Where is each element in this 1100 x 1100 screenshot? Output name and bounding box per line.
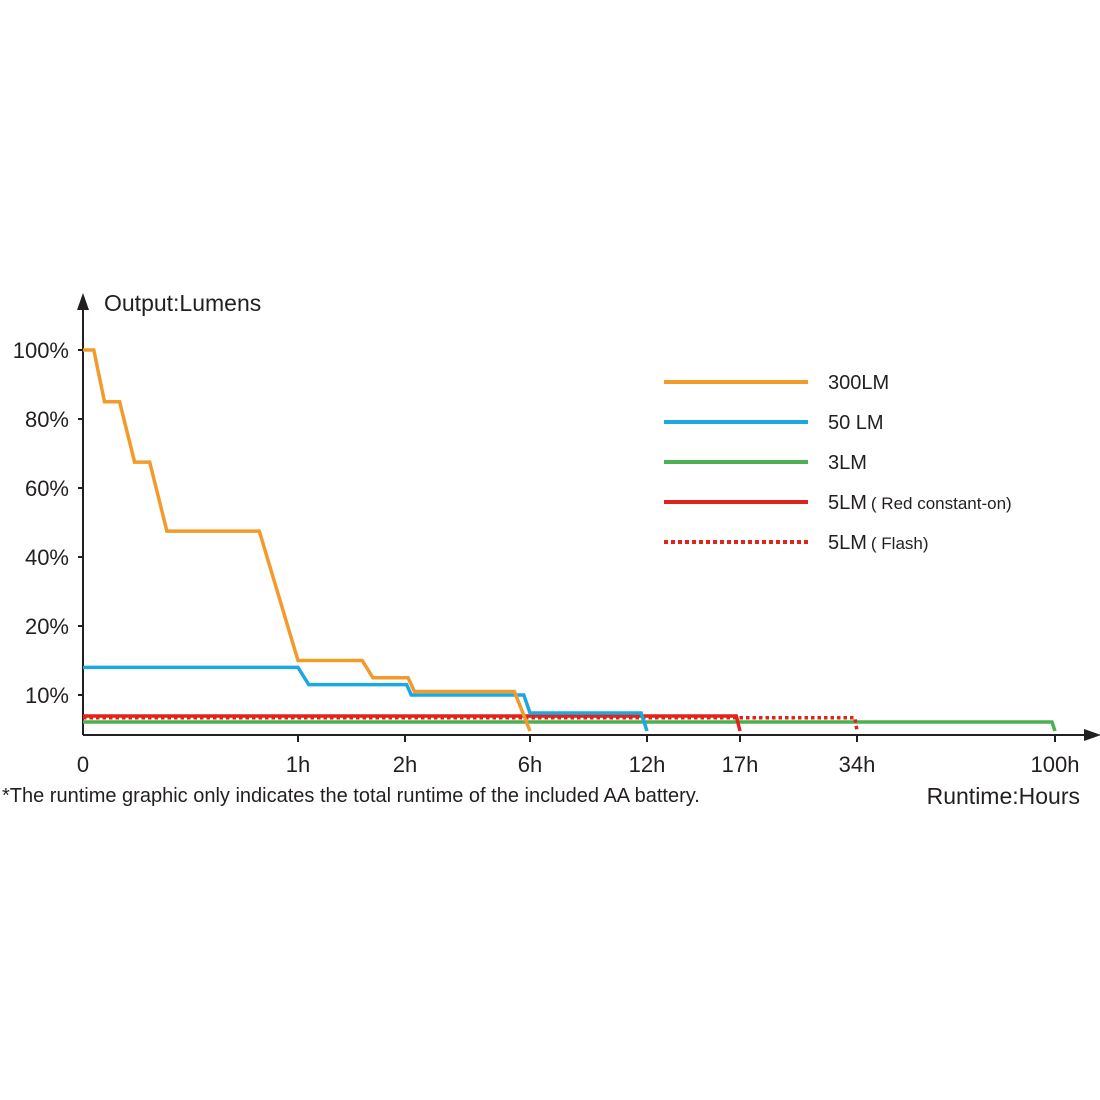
x-axis-title: Runtime:Hours xyxy=(927,783,1080,809)
series-line-300lm xyxy=(83,348,532,732)
legend-label: 5LM( Flash) xyxy=(828,532,929,554)
series-line-5lm-flash xyxy=(83,716,859,732)
x-axis-arrow xyxy=(1084,729,1100,741)
series-line-5lm-red-constant-on xyxy=(83,714,742,732)
x-tick-label: 0 xyxy=(77,752,89,777)
x-tick-label: 6h xyxy=(518,752,542,777)
x-tick-label: 2h xyxy=(393,752,417,777)
y-tick-label: 40% xyxy=(25,545,69,570)
series-line-3lm xyxy=(83,720,1057,732)
legend-label: 50 LM xyxy=(828,412,884,434)
x-ticks: 0 1h 2h 6h 12h 17h 34h 100h xyxy=(77,735,1080,777)
legend-label: 5LM( Red constant-on) xyxy=(828,492,1012,514)
x-tick-label: 17h xyxy=(722,752,759,777)
y-tick-label: 10% xyxy=(25,683,69,708)
y-tick-label: 60% xyxy=(25,476,69,501)
y-tick-label: 80% xyxy=(25,407,69,432)
legend: 300LM 50 LM 3LM 5LM( Red constant-on) 5LM( F… xyxy=(664,372,1012,554)
y-axis-arrow xyxy=(77,293,89,310)
legend-label: 300LM xyxy=(828,372,889,394)
x-tick-label: 12h xyxy=(629,752,666,777)
y-tick-label: 100% xyxy=(13,338,69,363)
x-tick-label: 1h xyxy=(286,752,310,777)
legend-label: 3LM xyxy=(828,452,867,474)
x-tick-label: 34h xyxy=(839,752,876,777)
series-line-50-lm xyxy=(83,665,649,732)
x-tick-label: 100h xyxy=(1031,752,1080,777)
series-lines xyxy=(83,348,1057,732)
y-ticks: 10% 20% 40% 60% 80% 100% xyxy=(13,338,83,708)
y-axis-title: Output:Lumens xyxy=(104,290,261,316)
y-tick-label: 20% xyxy=(25,614,69,639)
footnote: *The runtime graphic only indicates the … xyxy=(2,785,700,807)
